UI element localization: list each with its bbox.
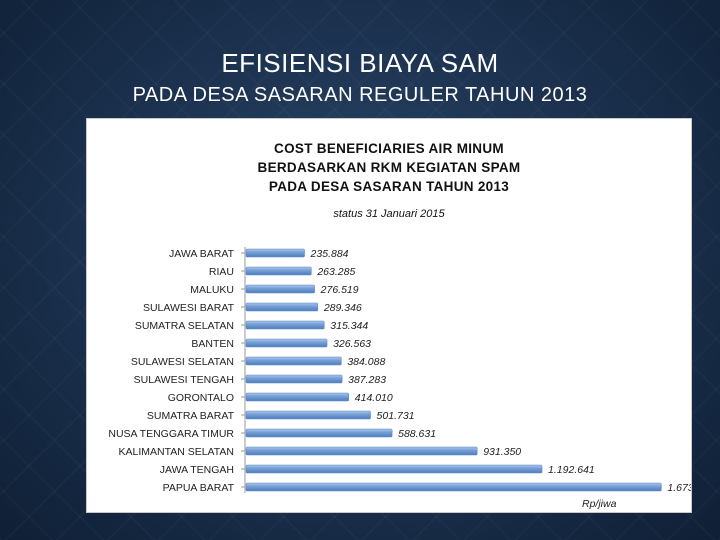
chart-title-line-1: COST BENEFICIARIES AIR MINUM <box>274 141 504 156</box>
category-label: JAWA TENGAH <box>160 464 234 476</box>
slide-subtitle: PADA DESA SASARAN REGULER TAHUN 2013 <box>132 84 588 106</box>
value-label: 501.731 <box>377 410 415 422</box>
value-label: 315.344 <box>330 320 368 332</box>
value-label: 414.010 <box>355 392 393 404</box>
category-label: PAPUA BARAT <box>163 482 235 494</box>
x-axis-label: Rp/jiwa <box>582 498 617 510</box>
bar <box>245 464 543 474</box>
category-label: SUMATRA SELATAN <box>135 320 234 332</box>
bar <box>245 248 305 258</box>
chart-title-line-2: BERDASARKAN RKM KEGIATAN SPAM <box>257 160 521 175</box>
value-label: 1.673.269 <box>667 482 691 494</box>
slide-title: EFISIENSI BIAYA SAM <box>221 48 499 78</box>
value-label: 588.631 <box>398 428 436 440</box>
category-label: RIAU <box>209 266 234 278</box>
category-label: SULAWESI SELATAN <box>131 356 234 368</box>
chart-panel: COST BENEFICIARIES AIR MINUM BERDASARKAN… <box>86 118 692 513</box>
bar <box>245 428 393 438</box>
chart-title-line-3: PADA DESA SASARAN TAHUN 2013 <box>268 179 510 194</box>
bar-chart: JAWA BARAT 235.884 RIAU 263.285 MALUKU 276.51… <box>108 247 691 510</box>
category-label: SUMATRA BARAT <box>147 410 235 422</box>
bar <box>245 356 342 366</box>
value-label: 289.346 <box>323 302 362 314</box>
bar <box>245 284 315 294</box>
category-label: MALUKU <box>190 284 234 296</box>
value-label: 1.192.641 <box>548 464 595 476</box>
chart-subtitle: status 31 Januari 2015 <box>333 208 445 220</box>
bar <box>245 392 350 402</box>
category-label: KALIMANTAN SELATAN <box>118 446 234 458</box>
value-label: 326.563 <box>333 338 371 350</box>
category-label: SULAWESI TENGAH <box>134 374 234 386</box>
bar <box>245 482 662 492</box>
bar <box>245 320 325 330</box>
value-label: 387.283 <box>348 374 386 386</box>
bar <box>245 302 319 312</box>
value-label: 235.884 <box>310 248 349 260</box>
value-label: 263.285 <box>316 266 355 278</box>
bar <box>245 410 371 420</box>
bar <box>245 338 328 348</box>
value-label: 931.350 <box>483 446 521 458</box>
category-label: GORONTALO <box>168 392 234 404</box>
bar <box>245 446 478 456</box>
category-label: SULAWESI BARAT <box>143 302 235 314</box>
bar <box>245 374 343 384</box>
category-label: BANTEN <box>191 338 234 350</box>
category-label: NUSA TENGGARA TIMUR <box>108 428 234 440</box>
value-label: 384.088 <box>347 356 385 368</box>
category-label: JAWA BARAT <box>169 248 235 260</box>
bar <box>245 266 312 276</box>
value-label: 276.519 <box>320 284 359 296</box>
